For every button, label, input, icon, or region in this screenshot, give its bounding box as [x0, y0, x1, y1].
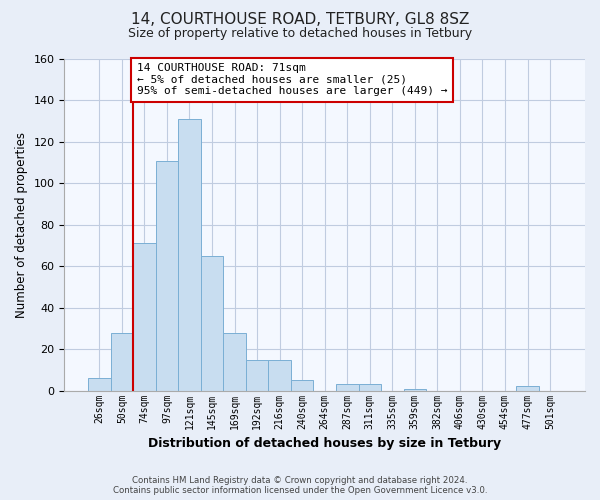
Y-axis label: Number of detached properties: Number of detached properties	[15, 132, 28, 318]
Text: 14 COURTHOUSE ROAD: 71sqm
← 5% of detached houses are smaller (25)
95% of semi-d: 14 COURTHOUSE ROAD: 71sqm ← 5% of detach…	[137, 63, 447, 96]
Text: 14, COURTHOUSE ROAD, TETBURY, GL8 8SZ: 14, COURTHOUSE ROAD, TETBURY, GL8 8SZ	[131, 12, 469, 28]
Bar	[336, 384, 359, 390]
Bar	[359, 384, 381, 390]
Bar	[291, 380, 313, 390]
Bar	[404, 388, 426, 390]
Bar	[223, 332, 246, 390]
Bar	[516, 386, 539, 390]
Text: Contains HM Land Registry data © Crown copyright and database right 2024.: Contains HM Land Registry data © Crown c…	[132, 476, 468, 485]
Bar	[178, 119, 201, 390]
Bar	[201, 256, 223, 390]
Bar	[133, 244, 155, 390]
Text: Size of property relative to detached houses in Tetbury: Size of property relative to detached ho…	[128, 28, 472, 40]
Bar	[246, 360, 268, 390]
Bar	[155, 160, 178, 390]
Bar	[110, 332, 133, 390]
Bar	[88, 378, 110, 390]
Bar	[268, 360, 291, 390]
Text: Contains public sector information licensed under the Open Government Licence v3: Contains public sector information licen…	[113, 486, 487, 495]
X-axis label: Distribution of detached houses by size in Tetbury: Distribution of detached houses by size …	[148, 437, 501, 450]
